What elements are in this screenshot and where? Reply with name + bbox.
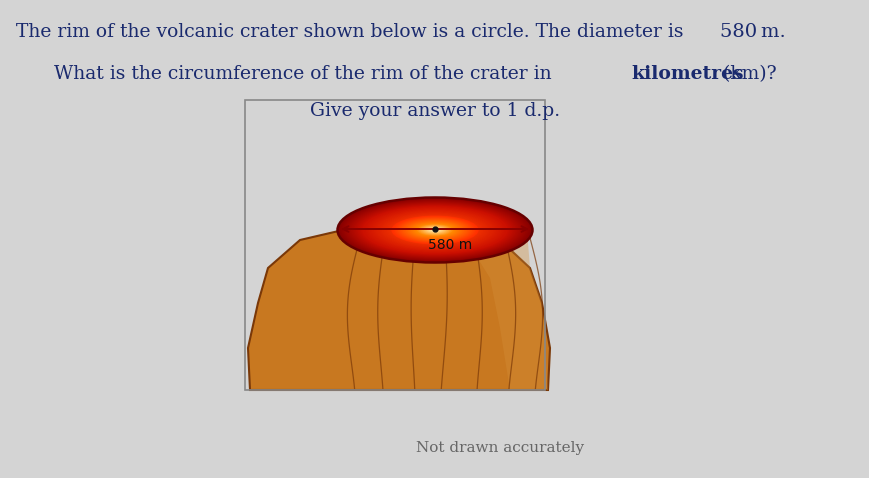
Ellipse shape xyxy=(428,228,441,232)
Ellipse shape xyxy=(342,200,527,261)
Text: kilometres: kilometres xyxy=(631,65,743,83)
Ellipse shape xyxy=(406,220,463,239)
Ellipse shape xyxy=(338,198,531,262)
Ellipse shape xyxy=(355,204,514,256)
Ellipse shape xyxy=(376,211,493,249)
Ellipse shape xyxy=(417,224,452,236)
Ellipse shape xyxy=(354,203,515,257)
Ellipse shape xyxy=(408,221,461,239)
Ellipse shape xyxy=(365,207,504,253)
Ellipse shape xyxy=(397,218,472,242)
Ellipse shape xyxy=(352,203,517,257)
Text: Not drawn accurately: Not drawn accurately xyxy=(415,441,584,456)
Ellipse shape xyxy=(401,219,468,241)
Ellipse shape xyxy=(362,206,507,254)
Ellipse shape xyxy=(380,212,489,248)
Ellipse shape xyxy=(395,217,474,243)
Ellipse shape xyxy=(433,229,436,230)
Ellipse shape xyxy=(359,205,510,255)
Ellipse shape xyxy=(431,229,438,231)
Ellipse shape xyxy=(344,200,525,260)
Polygon shape xyxy=(454,230,547,390)
Ellipse shape xyxy=(361,206,508,254)
Ellipse shape xyxy=(383,213,486,247)
Ellipse shape xyxy=(348,201,521,259)
Ellipse shape xyxy=(399,218,470,242)
Ellipse shape xyxy=(391,216,478,244)
Ellipse shape xyxy=(427,228,442,233)
Ellipse shape xyxy=(395,217,474,243)
Ellipse shape xyxy=(373,210,496,250)
Text: 580 m.: 580 m. xyxy=(720,22,786,41)
Ellipse shape xyxy=(375,210,494,250)
Ellipse shape xyxy=(363,206,506,253)
Text: Give your answer to 1 d.p.: Give your answer to 1 d.p. xyxy=(309,102,560,120)
Ellipse shape xyxy=(423,226,446,234)
Ellipse shape xyxy=(418,225,451,235)
Ellipse shape xyxy=(429,228,440,232)
Ellipse shape xyxy=(404,220,465,240)
Ellipse shape xyxy=(388,215,481,246)
Ellipse shape xyxy=(350,202,519,258)
Ellipse shape xyxy=(341,199,528,261)
Ellipse shape xyxy=(368,208,501,252)
Ellipse shape xyxy=(386,214,483,246)
Ellipse shape xyxy=(378,211,491,249)
Ellipse shape xyxy=(357,205,512,256)
Ellipse shape xyxy=(384,214,485,247)
Text: The rim of the volcanic crater shown below is a circle. The diameter is: The rim of the volcanic crater shown bel… xyxy=(16,22,688,41)
Ellipse shape xyxy=(372,209,497,251)
Ellipse shape xyxy=(349,202,520,258)
Text: What is the circumference of the rim of the crater in: What is the circumference of the rim of … xyxy=(54,65,557,83)
Ellipse shape xyxy=(407,221,462,239)
Ellipse shape xyxy=(420,225,449,235)
Ellipse shape xyxy=(402,219,467,240)
Ellipse shape xyxy=(367,207,502,252)
Text: 580 m: 580 m xyxy=(428,238,472,252)
Ellipse shape xyxy=(414,223,455,237)
Ellipse shape xyxy=(410,222,459,238)
Ellipse shape xyxy=(393,216,476,244)
Text: (km)?: (km)? xyxy=(716,65,776,83)
Ellipse shape xyxy=(389,215,480,245)
Ellipse shape xyxy=(346,201,523,260)
Polygon shape xyxy=(248,230,549,390)
Ellipse shape xyxy=(339,198,530,261)
Ellipse shape xyxy=(381,212,488,248)
Ellipse shape xyxy=(370,209,499,251)
Ellipse shape xyxy=(425,227,444,233)
Ellipse shape xyxy=(412,223,457,238)
Ellipse shape xyxy=(415,224,454,237)
Ellipse shape xyxy=(421,226,448,234)
